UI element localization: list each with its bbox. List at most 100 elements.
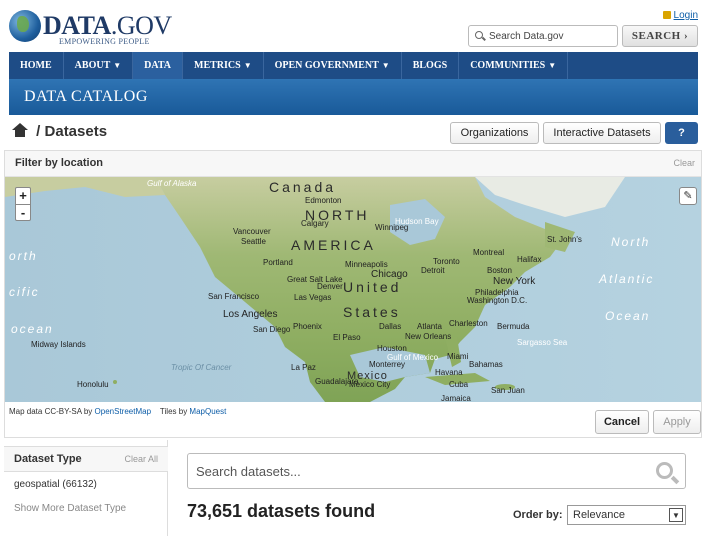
- breadcrumb-current: Datasets: [44, 123, 108, 140]
- city-label: Mexico City: [349, 380, 391, 389]
- facet-title: Dataset Type: [14, 453, 82, 465]
- city-label: El Paso: [333, 333, 361, 342]
- logo-tagline: EMPOWERING PEOPLE: [59, 37, 150, 46]
- order-by-value: Relevance: [573, 509, 625, 521]
- city-label: San Juan: [491, 386, 525, 395]
- city-label: Seattle: [241, 237, 266, 246]
- draw-edit-button[interactable]: ✎: [679, 187, 697, 205]
- search-icon: [475, 31, 483, 39]
- label-north: NORTH: [305, 207, 370, 223]
- city-label: Bahamas: [469, 360, 503, 369]
- label-america: AMERICA: [291, 237, 376, 253]
- city-label: St. John's: [547, 235, 582, 244]
- city-label: Dallas: [379, 322, 402, 331]
- city-label: Portland: [263, 258, 293, 267]
- label-united: United: [343, 279, 402, 295]
- datagov-logo[interactable]: DATA.GOV EMPOWERING PEOPLE: [9, 8, 172, 48]
- cancel-button[interactable]: Cancel: [595, 410, 649, 434]
- apply-button[interactable]: Apply: [653, 410, 701, 434]
- dataset-search-input[interactable]: Search datasets...: [187, 453, 686, 489]
- city-label: Charleston: [449, 319, 488, 328]
- city-label: Hudson Bay: [395, 217, 439, 226]
- breadcrumb-separator: /: [36, 123, 41, 140]
- facet-item-geospatial[interactable]: geospatial (66132): [14, 479, 97, 490]
- zoom-out-button[interactable]: -: [16, 204, 30, 220]
- location-filter-panel: Filter by location Clear: [4, 150, 702, 438]
- nav-data[interactable]: DATA: [133, 52, 184, 79]
- logo-text: DATA: [43, 11, 111, 40]
- nav-metrics-label: METRICS: [194, 60, 241, 71]
- catalog-banner: DATA CATALOG: [9, 79, 698, 115]
- city-label: Toronto: [433, 257, 460, 266]
- interactive-datasets-button[interactable]: Interactive Datasets: [543, 122, 661, 144]
- city-label: San Francisco: [208, 292, 260, 301]
- site-search-button[interactable]: SEARCH ›: [622, 25, 698, 47]
- map-attribution: Map data CC-BY-SA by OpenStreetMap Tiles…: [9, 407, 226, 416]
- label-ocean-north-right: North: [611, 235, 651, 249]
- city-label: Los Angeles: [223, 309, 278, 320]
- nav-data-label: DATA: [144, 60, 172, 71]
- city-label: Atlanta: [417, 322, 442, 331]
- facet-clear-all[interactable]: Clear All: [124, 454, 158, 464]
- city-label: Guadalajara: [315, 377, 359, 386]
- city-label: Montreal: [473, 248, 505, 257]
- filter-header: Filter by location Clear: [5, 151, 701, 177]
- city-label: Bermuda: [497, 322, 530, 331]
- city-label: Cuba: [449, 380, 469, 389]
- city-label: Jamaica: [441, 394, 471, 402]
- city-label: New York: [493, 276, 536, 287]
- nav-blogs-label: BLOGS: [412, 60, 448, 71]
- filter-clear-link[interactable]: Clear: [673, 158, 695, 168]
- organizations-button[interactable]: Organizations: [450, 122, 539, 144]
- city-label: Calgary: [301, 219, 329, 228]
- nav-blogs[interactable]: BLOGS: [402, 52, 460, 79]
- zoom-in-button[interactable]: +: [19, 188, 27, 203]
- city-label: Honolulu: [77, 380, 109, 389]
- nav-open-government[interactable]: OPEN GOVERNMENT ▼: [264, 52, 402, 79]
- caret-down-icon: ▼: [548, 61, 557, 70]
- nav-home-label: HOME: [20, 60, 52, 71]
- results-count: 73,651 datasets found: [187, 501, 376, 521]
- search-icon[interactable]: [656, 462, 673, 479]
- city-label: Houston: [377, 344, 407, 353]
- site-search-input[interactable]: Search Data.gov: [468, 25, 618, 47]
- label-gulf-alaska: Gulf of Alaska: [147, 179, 197, 188]
- caret-down-icon: ▼: [243, 61, 252, 70]
- city-label: Monterrey: [369, 360, 406, 369]
- show-more-link[interactable]: Show More Dataset Type: [14, 503, 127, 514]
- order-by-select[interactable]: Relevance ▼: [567, 505, 686, 525]
- label-atlantic: Atlantic: [599, 272, 655, 286]
- main-nav: HOME ABOUT ▼ DATA METRICS ▼ OPEN GOVERNMEN…: [9, 52, 698, 79]
- login-label: Login: [673, 10, 698, 21]
- nav-about[interactable]: ABOUT ▼: [64, 52, 134, 79]
- city-label: Washington D.C.: [467, 296, 528, 305]
- home-icon[interactable]: [12, 123, 28, 137]
- mapquest-link[interactable]: MapQuest: [189, 407, 227, 416]
- label-ocean-left: ocean: [11, 322, 54, 336]
- city-label: San Diego: [253, 325, 291, 334]
- city-label: La Paz: [291, 363, 316, 372]
- city-label: Minneapolis: [345, 260, 388, 269]
- nav-metrics[interactable]: METRICS ▼: [183, 52, 264, 79]
- city-label: Midway Islands: [31, 340, 86, 349]
- location-map[interactable]: + - ✎ Canada NORTH AMERICA United States…: [5, 177, 701, 402]
- banner-title: DATA CATALOG: [24, 88, 148, 105]
- breadcrumb: / Datasets: [12, 123, 107, 140]
- help-button[interactable]: ?: [665, 122, 698, 144]
- city-label: Phoenix: [293, 322, 322, 331]
- label-tropic: Tropic Of Cancer: [171, 363, 232, 372]
- nav-communities[interactable]: COMMUNITIES ▼: [459, 52, 569, 79]
- label-pacific-left: cific: [9, 285, 40, 299]
- site-header: DATA.GOV EMPOWERING PEOPLE Login Search …: [0, 0, 702, 50]
- nav-home[interactable]: HOME: [9, 52, 64, 79]
- login-link[interactable]: Login: [662, 10, 698, 21]
- facet-header: Dataset Type Clear All: [4, 446, 168, 472]
- openstreetmap-link[interactable]: OpenStreetMap: [94, 407, 152, 416]
- facet-sidebar: Dataset Type Clear All geospatial (66132…: [4, 440, 168, 536]
- caret-down-icon: ▼: [381, 61, 390, 70]
- attribution-text: Map data CC-BY-SA by: [9, 407, 93, 416]
- nav-about-label: ABOUT: [74, 60, 111, 71]
- city-label: Edmonton: [305, 196, 342, 205]
- map-land-svg: [5, 177, 625, 402]
- filter-title: Filter by location: [15, 157, 104, 169]
